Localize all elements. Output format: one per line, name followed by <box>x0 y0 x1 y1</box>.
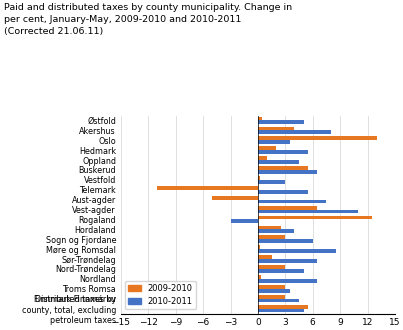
Text: Paid and distributed taxes by county municipality. Change in
per cent, January-M: Paid and distributed taxes by county mun… <box>4 3 292 36</box>
Legend: 2009-2010, 2010-2011: 2009-2010, 2010-2011 <box>125 280 196 309</box>
Bar <box>258 170 317 174</box>
Bar <box>258 285 285 289</box>
Bar <box>258 150 308 154</box>
Bar <box>258 176 260 180</box>
Bar <box>258 249 336 253</box>
Bar <box>258 226 281 229</box>
Bar <box>258 140 290 144</box>
Bar <box>258 147 276 150</box>
Bar <box>258 305 308 309</box>
Bar <box>158 186 258 190</box>
Bar <box>258 299 299 302</box>
Bar <box>258 236 285 239</box>
Bar <box>258 160 299 164</box>
Bar <box>258 229 295 233</box>
Bar <box>258 246 260 249</box>
Bar <box>258 117 262 120</box>
Bar <box>258 239 313 243</box>
Bar <box>212 196 258 200</box>
Bar <box>258 166 308 170</box>
Bar <box>258 127 295 130</box>
Bar <box>258 156 267 160</box>
Bar <box>258 259 317 263</box>
Bar <box>258 137 377 140</box>
Bar <box>258 295 285 299</box>
Bar <box>258 180 285 183</box>
Bar <box>231 219 258 223</box>
Bar <box>258 190 308 193</box>
Bar <box>258 200 326 203</box>
Bar <box>258 130 331 134</box>
Bar <box>258 255 272 259</box>
Bar <box>258 275 261 279</box>
Bar <box>258 279 317 282</box>
Bar <box>258 269 303 273</box>
Bar <box>258 206 317 210</box>
Bar <box>258 120 303 124</box>
Bar <box>258 289 290 292</box>
Bar <box>258 265 285 269</box>
Bar <box>258 210 358 213</box>
Bar <box>258 309 303 312</box>
Bar <box>258 216 372 219</box>
